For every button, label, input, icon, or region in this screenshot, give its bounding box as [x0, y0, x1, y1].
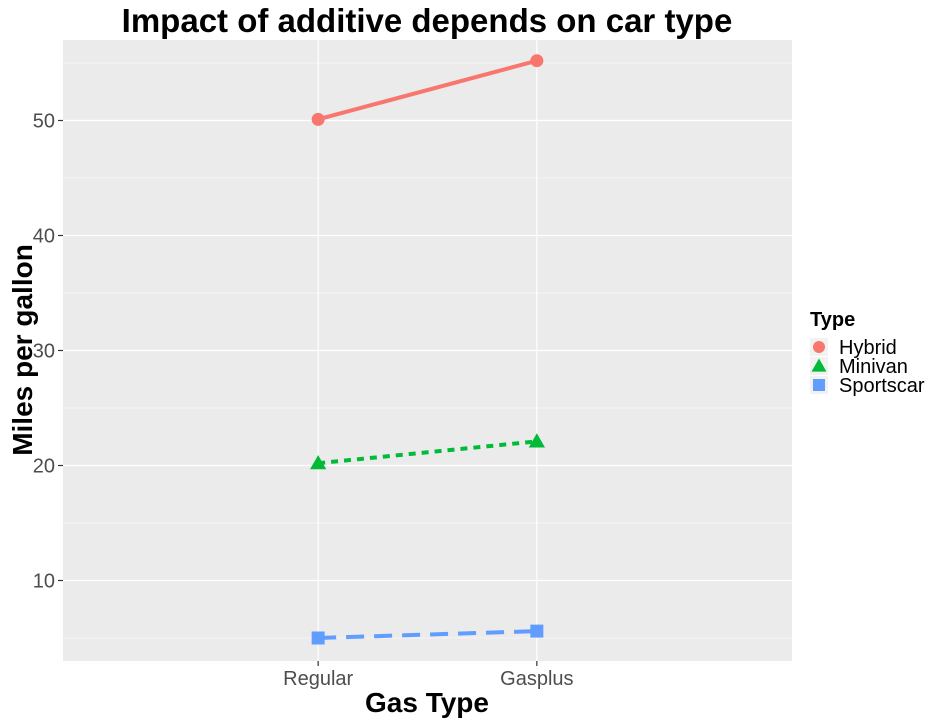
legend-label: Sportscar — [839, 375, 925, 397]
legend-item-hybrid: Hybrid — [810, 337, 897, 359]
series-line-sportscar — [318, 629, 537, 640]
y-tick-label: 10 — [33, 571, 55, 593]
y-tick-label: 40 — [33, 226, 55, 248]
legend-marker — [813, 379, 825, 391]
series-minivan — [310, 433, 545, 470]
data-point-hybrid — [530, 54, 544, 68]
chart-title: Impact of additive depends on car type — [122, 2, 733, 39]
grid — [63, 40, 792, 661]
legend-label: Minivan — [839, 356, 908, 378]
x-axis: Regular Gasplus — [283, 661, 574, 690]
y-tick-label: 30 — [33, 341, 55, 363]
data-point-minivan — [310, 455, 327, 470]
x-tick-label: Regular — [283, 668, 353, 690]
data-point-sportscar — [311, 631, 325, 645]
series-hybrid — [311, 54, 544, 126]
y-axis: 10 20 30 40 50 — [33, 111, 63, 593]
series-line-minivan — [317, 439, 538, 466]
x-axis-title: Gas Type — [365, 687, 489, 718]
legend-item-minivan: Minivan — [810, 356, 908, 378]
legend-marker — [813, 341, 825, 353]
data-point-hybrid — [311, 112, 325, 126]
series-line-hybrid — [317, 58, 538, 122]
legend-marker — [811, 358, 827, 372]
legend-label: Hybrid — [839, 337, 897, 359]
data-point-sportscar — [530, 624, 544, 638]
y-axis-title: Miles per gallon — [7, 244, 38, 456]
data-point-minivan — [528, 433, 545, 448]
y-tick-label: 50 — [33, 111, 55, 133]
y-tick-label: 20 — [33, 456, 55, 478]
x-tick-label: Gasplus — [500, 668, 573, 690]
legend-item-sportscar: Sportscar — [810, 375, 925, 397]
series-sportscar — [311, 624, 544, 645]
series-layer — [310, 54, 545, 645]
legend-title: Type — [810, 309, 855, 331]
